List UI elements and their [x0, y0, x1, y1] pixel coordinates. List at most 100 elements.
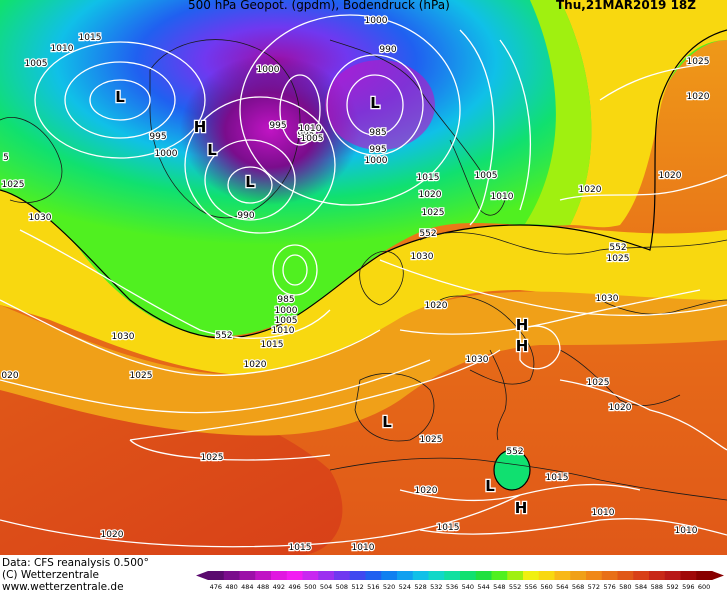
contour-label: 1020: [101, 530, 124, 540]
contour-label: 1020: [244, 360, 267, 370]
contour-label: 552: [419, 229, 436, 239]
legend-swatch: [255, 571, 272, 580]
legend-swatch: [680, 571, 697, 580]
contour-label: 1000: [275, 306, 298, 316]
color-legend-bar: 476 480 484 488 492 496 500 504 508 512 516 520 524 5…: [196, 571, 724, 591]
legend-tick-label: 556: [525, 583, 537, 591]
contour-label: 552: [215, 331, 232, 341]
legend-tick-label: 584: [635, 583, 647, 591]
contour-label: 1015: [437, 523, 460, 533]
contour-label: 995: [369, 145, 386, 155]
legend-tick-label: 520: [383, 583, 395, 591]
contour-label: 1000: [155, 149, 178, 159]
contour-label: 1025: [130, 371, 153, 381]
legend-tick-label: 536: [446, 583, 458, 591]
contour-label: 1030: [596, 294, 619, 304]
legend-tick-label: 600: [698, 583, 710, 591]
contour-label: 1025: [587, 378, 610, 388]
contour-label: 1005: [25, 59, 48, 69]
data-source-text: Data: CFS reanalysis 0.500°: [2, 557, 149, 569]
contour-label: 1025: [607, 254, 630, 264]
legend-tick-label: 564: [556, 583, 568, 591]
legend-swatch: [302, 571, 319, 580]
legend-swatch: [239, 571, 256, 580]
high-pressure-marker: H: [516, 337, 529, 355]
legend-tick-label: 544: [477, 583, 489, 591]
legend-tick-label: 476: [210, 583, 222, 591]
contour-label: 552: [609, 243, 626, 253]
contour-label: 1020: [419, 190, 442, 200]
legend-tick-label: 592: [666, 583, 678, 591]
legend-tick-label: 596: [682, 583, 694, 591]
contour-label: 995: [149, 132, 166, 142]
high-pressure-marker: H: [516, 316, 529, 334]
legend-tick-label: 560: [540, 583, 552, 591]
legend-swatch: [271, 571, 288, 580]
map-title: 500 hPa Geopot. (gpdm), Bodendruck (hPa): [188, 0, 450, 12]
contour-label: 1010: [272, 326, 295, 336]
legend-swatch: [586, 571, 603, 580]
legend-swatch: [397, 571, 414, 580]
weather-map: 1015 1010 1005 1000 995 1000 995 990 995 1010 1005…: [0, 0, 727, 555]
legend-tick-label: 500: [304, 583, 316, 591]
legend-swatch: [664, 571, 681, 580]
legend-tick-label: 580: [619, 583, 631, 591]
cold-core: [180, 55, 360, 205]
color-legend: 476 480 484 488 492 496 500 504 508 512 516 520 524 5…: [196, 570, 727, 592]
contour-label: 1020: [425, 301, 448, 311]
high-pressure-marker: H: [194, 118, 207, 136]
cutoff-low-552: [493, 449, 531, 491]
legend-tick-label: 568: [572, 583, 584, 591]
contour-label: 990: [379, 45, 396, 55]
contour-label: 552: [506, 447, 523, 457]
contour-label: 1030: [112, 332, 135, 342]
contour-label: 1025: [201, 453, 224, 463]
legend-swatch: [475, 571, 492, 580]
contour-label: 1015: [261, 340, 284, 350]
high-pressure-marker: H: [515, 499, 528, 517]
legend-swatch: [696, 571, 713, 580]
low-pressure-marker: L: [245, 173, 255, 191]
map-canvas: 1015101010051000995100099599099510101005…: [0, 0, 727, 555]
contour-label: 1015: [417, 173, 440, 183]
legend-tick-label: 492: [273, 583, 285, 591]
legend-tick-label: 576: [603, 583, 615, 591]
legend-swatch: [617, 571, 634, 580]
legend-tick-label: 528: [414, 583, 426, 591]
website-text: www.wetterzentrale.de: [2, 581, 124, 593]
isobars: [0, 14, 727, 548]
legend-tick-label: 508: [336, 583, 348, 591]
legend-swatch: [460, 571, 477, 580]
low-pressure-marker: L: [485, 477, 495, 495]
contour-labels-layer: 1015101010051000995100099599099510101005…: [0, 15, 711, 554]
contour-label: 1000: [365, 16, 388, 26]
southwest-warm-field: [0, 370, 343, 555]
legend-tick-label: 488: [257, 583, 269, 591]
contour-label: 1015: [546, 473, 569, 483]
contour-label: 990: [237, 211, 254, 221]
legend-swatch: [365, 571, 382, 580]
contour-label: 1020: [579, 185, 602, 195]
legend-tick-label: 480: [225, 583, 237, 591]
contour-label: 985: [277, 295, 294, 305]
contour-label: 1020: [415, 486, 438, 496]
contour-label: 020: [1, 371, 18, 381]
legend-tick-label: 532: [430, 583, 442, 591]
contour-label: 1015: [79, 33, 102, 43]
legend-tick-label: 516: [367, 583, 379, 591]
contour-label: 1010: [491, 192, 514, 202]
contour-label: 1025: [2, 180, 25, 190]
contour-label: 1010: [675, 526, 698, 536]
contour-label: 995: [297, 130, 314, 140]
contour-label: 1010: [352, 543, 375, 553]
legend-tick-label: 504: [320, 583, 332, 591]
contour-label: 985: [369, 128, 386, 138]
contour-label: 1010: [51, 44, 74, 54]
legend-swatch: [286, 571, 303, 580]
legend-tick-label: 484: [241, 583, 253, 591]
legend-swatch: [349, 571, 366, 580]
legend-swatch: [412, 571, 429, 580]
contour-label: 1000: [257, 65, 280, 75]
contour-label: 1030: [29, 213, 52, 223]
